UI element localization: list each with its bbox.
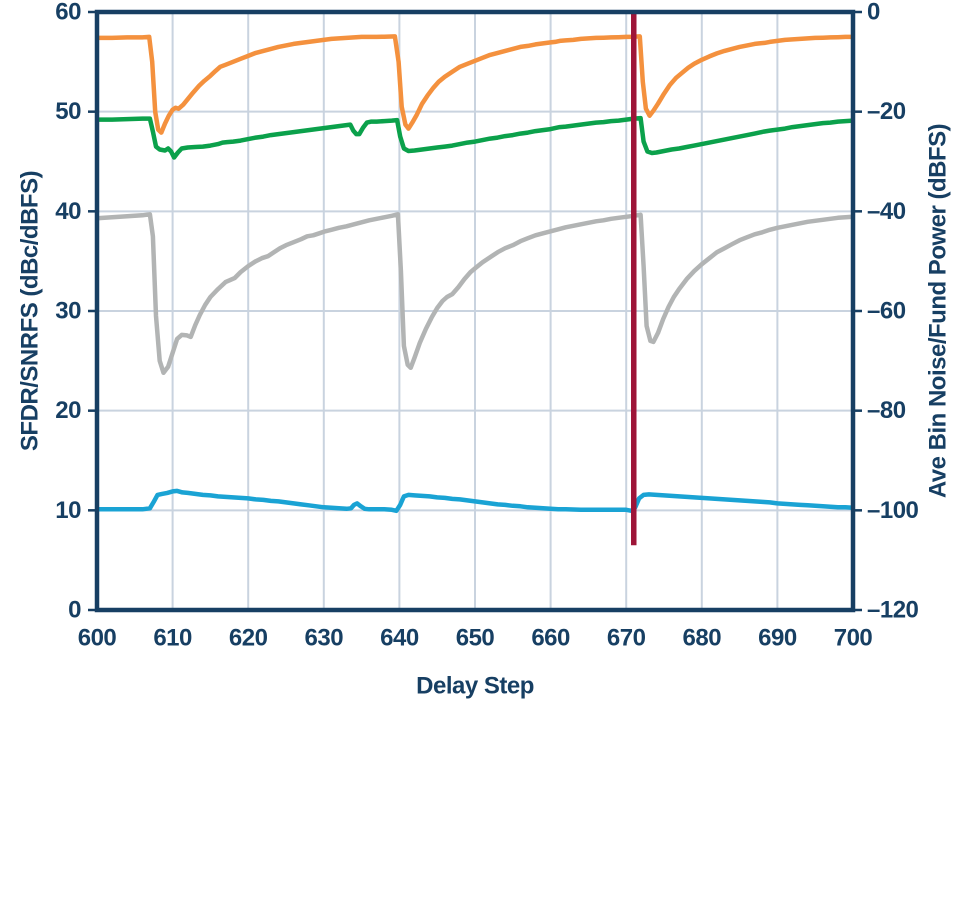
- y-right-tick-label: –20: [867, 98, 906, 125]
- x-tick-label: 650: [456, 625, 495, 652]
- x-tick-label: 690: [758, 625, 797, 652]
- y-left-tick-label: 0: [68, 597, 81, 624]
- x-tick-label: 700: [834, 625, 873, 652]
- y-right-tick-label: 0: [867, 0, 880, 26]
- x-tick-label: 640: [380, 625, 419, 652]
- caption-area: Delay Step = 671 for Best SNR, SFDR, and…: [0, 710, 961, 911]
- y-left-tick-label: 50: [55, 98, 81, 125]
- y-right-axis-title: Ave Bin Noise/Fund Power (dBFS): [925, 124, 952, 498]
- y-left-tick-label: 30: [55, 298, 81, 325]
- gridlines: [97, 12, 853, 610]
- x-tick-label: 630: [305, 625, 344, 652]
- x-tick-label: 680: [683, 625, 722, 652]
- x-tick-label: 620: [229, 625, 268, 652]
- x-tick-label: 660: [531, 625, 570, 652]
- x-axis-title: Delay Step: [416, 673, 534, 700]
- series-bin-noise: [97, 488, 853, 514]
- y-left-tick-label: 60: [55, 0, 81, 26]
- delay-step-line-chart: 60 50 40 30 20 10 0 0 –20 –40 –60 –80 –100 –120 600 610…: [17, 0, 952, 700]
- y-right-tick-label: –60: [867, 298, 906, 325]
- y-right-tick-label: –40: [867, 198, 906, 225]
- series-snrfs: [97, 115, 853, 160]
- x-tick-label: 610: [153, 625, 192, 652]
- series-sfdr: [97, 212, 853, 376]
- y-right-tick-label: –100: [867, 497, 919, 524]
- tick-marks: [88, 10, 862, 612]
- y-right-tick-label: –80: [867, 397, 906, 424]
- y-left-axis-title: SFDR/SNRFS (dBc/dBFS): [17, 171, 44, 451]
- y-left-tick-label: 20: [55, 397, 81, 424]
- series-group: [97, 34, 853, 514]
- series-fund-power: [97, 34, 853, 135]
- y-left-tick-label: 10: [55, 497, 81, 524]
- x-tick-label: 600: [78, 625, 117, 652]
- y-right-tick-label: –120: [867, 597, 919, 624]
- y-left-tick-label: 40: [55, 198, 81, 225]
- x-tick-label: 670: [607, 625, 646, 652]
- tick-labels: 60 50 40 30 20 10 0 0 –20 –40 –60 –80 –100 –120 600 610…: [55, 0, 919, 652]
